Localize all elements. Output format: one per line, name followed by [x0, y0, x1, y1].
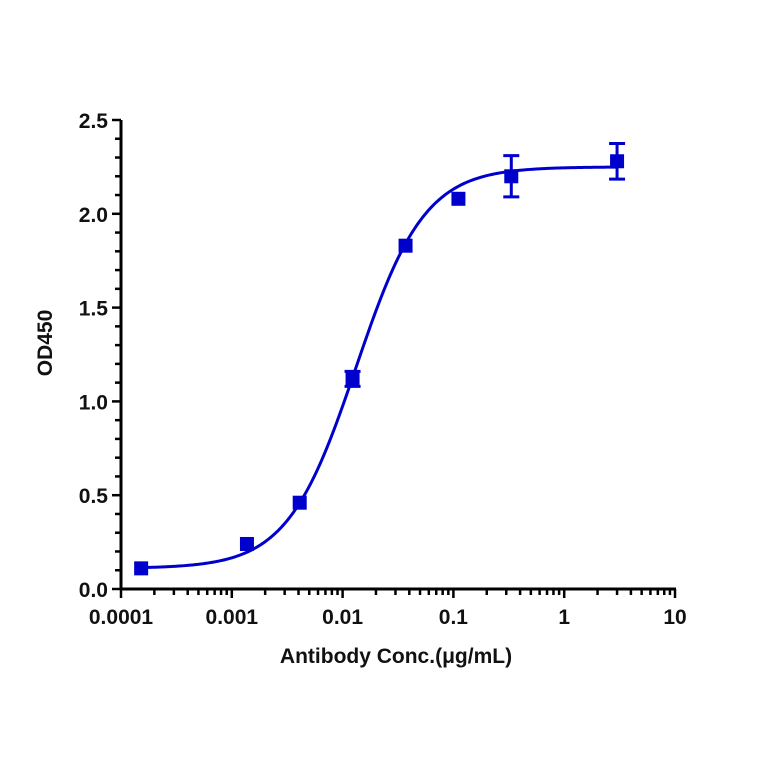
y-axis: 0.0 0.5 1.0 1.5 2.0 2.5 — [79, 110, 123, 602]
y-tick-label: 2.5 — [79, 110, 109, 133]
fit-curve-line — [141, 165, 618, 570]
data-point-square-marker — [610, 154, 625, 169]
fit-curve — [141, 165, 618, 570]
data-point-square-marker — [451, 191, 466, 206]
x-tick-label: 0.001 — [206, 606, 259, 629]
y-tick-label: 1.0 — [79, 391, 108, 414]
data-points — [134, 141, 626, 576]
x-tick-label: 0.1 — [439, 606, 469, 629]
data-point-square-marker — [292, 495, 307, 510]
x-tick-label: 0.01 — [322, 606, 363, 629]
x-axis: 0.0001 0.001 0.01 0.1 1 10 — [89, 587, 687, 629]
y-tick-label: 0.0 — [79, 579, 108, 602]
data-point-square-marker — [239, 536, 254, 551]
x-tick-label: 10 — [663, 606, 686, 629]
y-tick-label: 1.5 — [79, 298, 109, 321]
x-tick-label: 1 — [558, 606, 570, 629]
x-axis-title: Antibody Conc.(μg/mL) — [280, 645, 512, 668]
data-point-square-marker — [345, 371, 360, 386]
data-point-square-marker — [398, 238, 413, 253]
y-axis-title: OD450 — [34, 310, 57, 377]
data-point-square-marker — [504, 169, 519, 184]
y-tick-label: 2.0 — [79, 204, 108, 227]
x-tick-label: 0.0001 — [89, 606, 154, 629]
y-tick-label: 0.5 — [79, 485, 109, 508]
data-point-square-marker — [134, 561, 149, 576]
